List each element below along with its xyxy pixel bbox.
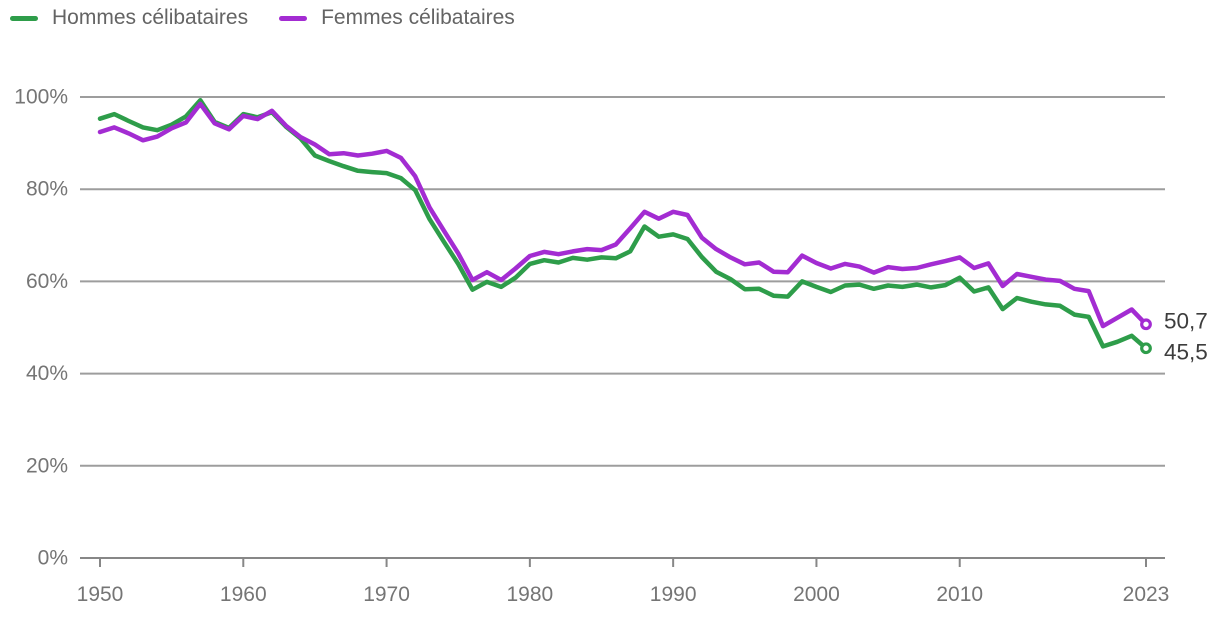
chart-legend: Hommes célibataires Femmes célibataires bbox=[10, 6, 515, 30]
y-axis-tick-label: 40% bbox=[26, 362, 68, 385]
x-axis-tick-label: 2010 bbox=[936, 583, 983, 606]
legend-swatch-green-icon bbox=[10, 15, 38, 21]
end-marker-hommes-celibataires bbox=[1140, 342, 1152, 355]
x-axis-tick-label: 1970 bbox=[363, 583, 410, 606]
legend-item-hommes: Hommes célibataires bbox=[10, 6, 248, 30]
x-axis-tick-label: 1950 bbox=[77, 583, 124, 606]
value-label-hommes-celibataires: 45,5 bbox=[1164, 339, 1208, 364]
x-axis-tick-label: 1980 bbox=[507, 583, 554, 606]
y-axis-tick-label: 0% bbox=[38, 547, 68, 570]
series-line-femmes-celibataires bbox=[97, 101, 1149, 329]
value-label-femmes-celibataires: 50,7 bbox=[1164, 308, 1208, 333]
legend-item-femmes: Femmes célibataires bbox=[279, 6, 515, 30]
legend-swatch-purple-icon bbox=[279, 15, 308, 21]
y-axis-tick-label: 100% bbox=[14, 86, 68, 109]
x-axis-tick-label: 1990 bbox=[650, 583, 697, 606]
x-axis-tick-label: 2023 bbox=[1123, 583, 1170, 606]
y-axis-tick-label: 60% bbox=[26, 270, 68, 293]
y-axis-tick-label: 80% bbox=[26, 178, 68, 201]
y-axis-tick-label: 20% bbox=[26, 454, 68, 477]
end-marker-femmes-celibataires bbox=[1140, 318, 1152, 331]
series-line-hommes-celibataires bbox=[97, 97, 1149, 351]
x-axis-tick-label: 1960 bbox=[220, 583, 267, 606]
x-axis-tick-label: 2000 bbox=[793, 583, 840, 606]
legend-label-hommes: Hommes célibataires bbox=[52, 6, 249, 29]
legend-label-femmes: Femmes célibataires bbox=[321, 6, 515, 29]
